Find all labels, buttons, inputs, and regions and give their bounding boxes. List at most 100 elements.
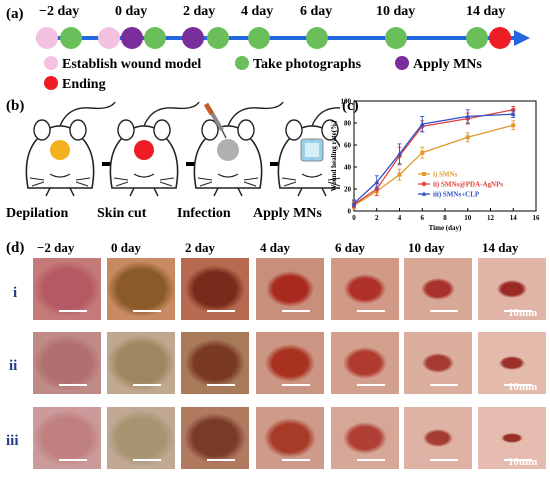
step-apply-mns: Apply MNs xyxy=(253,206,322,221)
x-axis-label: Time (day) xyxy=(429,224,462,232)
legend-marker xyxy=(235,56,249,70)
legend-text: Take photographs xyxy=(253,57,362,72)
scale-bar xyxy=(504,384,532,386)
legend-marker xyxy=(44,76,58,90)
legend-text: Ending xyxy=(62,77,106,92)
legend-marker xyxy=(395,56,409,70)
wound-photo xyxy=(256,258,324,320)
photo-column-label: 4 day xyxy=(260,240,290,255)
legend-photographs: Take photographs xyxy=(235,56,361,73)
legend-label: ii) SMNs@PDA-AgNPs xyxy=(433,181,503,189)
establish-dot xyxy=(98,27,120,49)
x-tick-label: 12 xyxy=(487,214,495,222)
procedure-illustration xyxy=(25,101,340,197)
wound-photo xyxy=(256,407,324,469)
scale-label: 10mm xyxy=(508,456,538,468)
data-point xyxy=(510,111,516,116)
x-tick-label: 6 xyxy=(421,214,425,222)
scale-bar xyxy=(430,310,458,312)
wound-photo xyxy=(331,258,399,320)
apply-dot xyxy=(121,27,143,49)
series-line xyxy=(353,113,514,204)
scale-bar xyxy=(430,459,458,461)
scale-bar xyxy=(59,310,87,312)
y-tick-label: 100 xyxy=(341,98,352,106)
scale-label: 10mm xyxy=(508,381,538,393)
wound-photo xyxy=(33,407,101,469)
y-tick-label: 40 xyxy=(344,164,352,172)
legend-establish: Establish wound model xyxy=(44,56,201,73)
photo-row-label: ii xyxy=(9,358,18,374)
wound-photo xyxy=(478,258,546,320)
scale-bar xyxy=(59,459,87,461)
wound-photo xyxy=(478,332,546,394)
step-skin-cut: Skin cut xyxy=(97,206,147,221)
legend-label: iii) SMNs+CLP xyxy=(433,191,480,199)
scale-bar xyxy=(504,310,532,312)
timeline-day-label: 10 day xyxy=(376,4,416,19)
scale-bar xyxy=(207,310,235,312)
scale-bar xyxy=(357,310,385,312)
legend-marker xyxy=(421,191,427,196)
apply-dot xyxy=(182,27,204,49)
data-point xyxy=(420,150,425,155)
photo-column-label: −2 day xyxy=(37,240,75,255)
wound-photo xyxy=(181,407,249,469)
x-tick-label: 2 xyxy=(375,214,379,222)
wound-photo xyxy=(331,332,399,394)
scale-bar xyxy=(133,310,161,312)
step-infection: Infection xyxy=(177,206,231,221)
photograph-dot xyxy=(306,27,328,49)
scale-bar xyxy=(282,310,310,312)
legend-apply: Apply MNs xyxy=(395,56,482,73)
x-tick-label: 0 xyxy=(352,214,356,222)
wound-photo xyxy=(404,258,472,320)
photograph-dot xyxy=(248,27,270,49)
panel-label-a: (a) xyxy=(6,6,24,22)
legend-label: i) SMNs xyxy=(433,171,458,179)
photo-row-label: iii xyxy=(6,433,19,449)
photo-column-label: 2 day xyxy=(185,240,215,255)
y-tick-label: 60 xyxy=(344,142,352,150)
y-tick-label: 0 xyxy=(348,208,352,216)
wound-photo xyxy=(107,258,175,320)
data-point xyxy=(419,121,425,126)
scale-bar xyxy=(282,459,310,461)
photograph-dot xyxy=(385,27,407,49)
panel-label-b: (b) xyxy=(6,98,25,114)
legend-marker xyxy=(44,56,58,70)
photograph-dot xyxy=(60,27,82,49)
timeline-day-label: 4 day xyxy=(241,4,274,19)
mouse-apply-mns-icon xyxy=(277,101,340,197)
timeline-day-label: 2 day xyxy=(183,4,216,19)
data-point xyxy=(511,123,516,128)
scale-label: 10mm xyxy=(508,307,538,319)
scale-bar xyxy=(504,459,532,461)
series-line xyxy=(353,124,514,207)
timeline-day-label: −2 day xyxy=(39,4,80,19)
wound-photo xyxy=(256,332,324,394)
data-point xyxy=(397,172,402,177)
wound-photo xyxy=(404,332,472,394)
step-depilation: Depilation xyxy=(6,206,69,221)
wound-photo xyxy=(33,332,101,394)
timeline-day-label: 14 day xyxy=(466,4,506,19)
scale-bar xyxy=(207,384,235,386)
photo-column-label: 6 day xyxy=(335,240,365,255)
wound-photo xyxy=(107,407,175,469)
y-tick-label: 80 xyxy=(344,120,352,128)
photo-column-label: 10 day xyxy=(408,240,445,255)
timeline-day-label: 6 day xyxy=(300,4,333,19)
wound-photo xyxy=(33,258,101,320)
x-tick-label: 14 xyxy=(510,214,518,222)
wound-photo xyxy=(331,407,399,469)
mouse-depilation-icon xyxy=(25,101,116,197)
x-tick-label: 10 xyxy=(464,214,472,222)
scale-bar xyxy=(357,384,385,386)
scale-bar xyxy=(59,384,87,386)
mouse-skin-cut-icon xyxy=(109,101,200,197)
photograph-dot xyxy=(207,27,229,49)
data-point xyxy=(397,151,402,156)
wound-photo xyxy=(181,258,249,320)
